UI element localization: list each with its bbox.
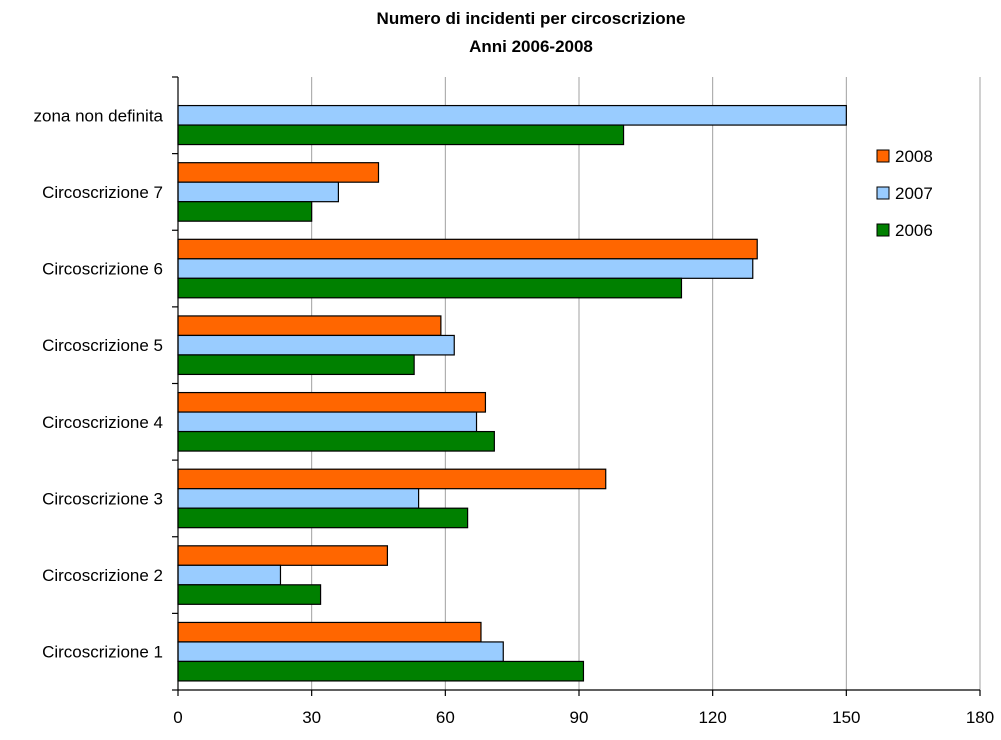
bar-2006-2 bbox=[177, 507, 469, 529]
bar-2007-1 bbox=[177, 564, 282, 586]
x-tick-label: 30 bbox=[302, 708, 321, 727]
bar-2007-4 bbox=[177, 334, 455, 356]
bar-2008-0 bbox=[177, 621, 482, 643]
bar-2006-1 bbox=[177, 584, 322, 605]
bar-2008-6 bbox=[177, 162, 380, 183]
x-tick-label: 180 bbox=[966, 708, 994, 727]
category-label: Circoscrizione 5 bbox=[42, 336, 163, 355]
bar-2007-6 bbox=[177, 181, 339, 203]
x-tick-label: 90 bbox=[570, 708, 589, 727]
bar-2007-2 bbox=[177, 488, 420, 509]
category-label: Circoscrizione 7 bbox=[42, 183, 163, 202]
legend-swatch-2008 bbox=[876, 149, 890, 163]
bar-2008-2 bbox=[177, 468, 607, 490]
bar-2008-5 bbox=[177, 238, 758, 260]
bar-2008-3 bbox=[177, 391, 487, 413]
legend: 2008 2007 2006 bbox=[876, 147, 933, 240]
bar-2007-3 bbox=[177, 411, 478, 433]
bars bbox=[177, 104, 847, 682]
x-tick-label: 120 bbox=[698, 708, 726, 727]
x-tick-label: 150 bbox=[832, 708, 860, 727]
chart-subtitle: Anni 2006-2008 bbox=[469, 37, 593, 56]
category-label: Circoscrizione 6 bbox=[42, 260, 163, 279]
category-label: Circoscrizione 1 bbox=[42, 643, 163, 662]
category-label: Circoscrizione 3 bbox=[42, 489, 163, 508]
bar-2006-0 bbox=[177, 660, 585, 682]
category-label: Circoscrizione 2 bbox=[42, 566, 163, 585]
bar-2008-4 bbox=[177, 315, 442, 337]
gridlines bbox=[311, 77, 981, 690]
category-label: zona non definita bbox=[34, 106, 164, 125]
bar-2006-3 bbox=[177, 430, 495, 452]
bar-2006-4 bbox=[177, 354, 415, 376]
x-tick-label: 60 bbox=[436, 708, 455, 727]
axes: Circoscrizione 1 Circoscrizione 2 Circoscr… bbox=[34, 76, 994, 727]
legend-label-2007: 2007 bbox=[895, 184, 933, 203]
bar-2006-7 bbox=[177, 124, 625, 146]
legend-label-2008: 2008 bbox=[895, 147, 933, 166]
category-label: Circoscrizione 4 bbox=[42, 413, 163, 432]
chart-title: Numero di incidenti per circoscrizione bbox=[377, 9, 686, 28]
bar-2006-6 bbox=[177, 201, 313, 222]
legend-swatch-2007 bbox=[876, 186, 890, 200]
bar-2007-7 bbox=[177, 104, 847, 126]
x-tick-label: 0 bbox=[173, 708, 182, 727]
legend-swatch-2006 bbox=[876, 223, 890, 237]
bar-2007-5 bbox=[177, 258, 754, 279]
bar-2006-5 bbox=[177, 277, 683, 299]
bar-2007-0 bbox=[177, 641, 504, 663]
bar-2008-1 bbox=[177, 545, 389, 566]
legend-label-2006: 2006 bbox=[895, 221, 933, 240]
